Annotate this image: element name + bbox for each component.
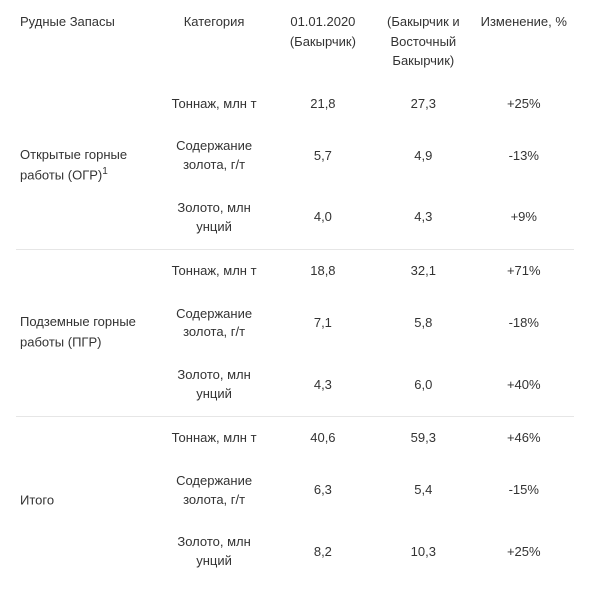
cell-value: 6,0 (373, 354, 473, 416)
cell-category: Содержание золота, г/т (156, 460, 273, 522)
cell-value: 5,4 (373, 460, 473, 522)
table-row: Итого Тоннаж, млн т 40,6 59,3 +46% (16, 416, 574, 459)
col-header-4: (Бакырчик и Восточный Бакырчик) (373, 8, 473, 83)
footnote-marker: 1 (102, 166, 108, 177)
group-label: Открытые горные работы (ОГР)1 (16, 83, 156, 250)
table-header: Рудные Запасы Категория 01.01.2020 (Бакы… (16, 8, 574, 83)
cell-value: 5,8 (373, 293, 473, 355)
table-row: Подземные горные работы (ПГР) Тоннаж, мл… (16, 249, 574, 292)
group-label-line1: Итого (20, 492, 54, 507)
cell-category: Тоннаж, млн т (156, 83, 273, 126)
col-header-2: Категория (156, 8, 273, 83)
group-label-line1: Открытые горные (20, 147, 127, 162)
cell-value: 4,0 (273, 187, 373, 249)
cell-category: Содержание золота, г/т (156, 293, 273, 355)
cell-value: 4,3 (273, 354, 373, 416)
cell-change: +9% (474, 187, 574, 249)
cell-change: +46% (474, 416, 574, 459)
cell-category: Золото, млн унций (156, 521, 273, 583)
group-label-line1: Подземные горные (20, 314, 136, 329)
group-open-pit: Открытые горные работы (ОГР)1 Тоннаж, мл… (16, 83, 574, 250)
cell-change: +25% (474, 521, 574, 583)
group-underground: Подземные горные работы (ПГР) Тоннаж, мл… (16, 249, 574, 416)
cell-value: 40,6 (273, 416, 373, 459)
cell-change: -13% (474, 125, 574, 187)
cell-change: +40% (474, 354, 574, 416)
group-label: Итого (16, 416, 156, 583)
group-label: Подземные горные работы (ПГР) (16, 249, 156, 416)
cell-value: 18,8 (273, 249, 373, 292)
cell-value: 59,3 (373, 416, 473, 459)
group-label-line2: работы (ОГР) (20, 167, 102, 182)
cell-category: Тоннаж, млн т (156, 249, 273, 292)
cell-value: 21,8 (273, 83, 373, 126)
cell-value: 5,7 (273, 125, 373, 187)
group-total: Итого Тоннаж, млн т 40,6 59,3 +46% Содер… (16, 416, 574, 583)
cell-value: 8,2 (273, 521, 373, 583)
cell-change: +25% (474, 83, 574, 126)
cell-change: -18% (474, 293, 574, 355)
col-header-5: Изменение, % (474, 8, 574, 83)
group-label-line2: работы (ПГР) (20, 334, 101, 349)
col-header-1: Рудные Запасы (16, 8, 156, 83)
col-header-3: 01.01.2020 (Бакырчик) (273, 8, 373, 83)
reserves-table: Рудные Запасы Категория 01.01.2020 (Бакы… (16, 8, 574, 583)
cell-category: Золото, млн унций (156, 187, 273, 249)
cell-category: Золото, млн унций (156, 354, 273, 416)
cell-value: 7,1 (273, 293, 373, 355)
cell-value: 6,3 (273, 460, 373, 522)
cell-value: 10,3 (373, 521, 473, 583)
cell-value: 27,3 (373, 83, 473, 126)
cell-value: 4,3 (373, 187, 473, 249)
cell-change: +71% (474, 249, 574, 292)
cell-category: Тоннаж, млн т (156, 416, 273, 459)
cell-change: -15% (474, 460, 574, 522)
cell-category: Содержание золота, г/т (156, 125, 273, 187)
cell-value: 4,9 (373, 125, 473, 187)
table-row: Открытые горные работы (ОГР)1 Тоннаж, мл… (16, 83, 574, 126)
cell-value: 32,1 (373, 249, 473, 292)
